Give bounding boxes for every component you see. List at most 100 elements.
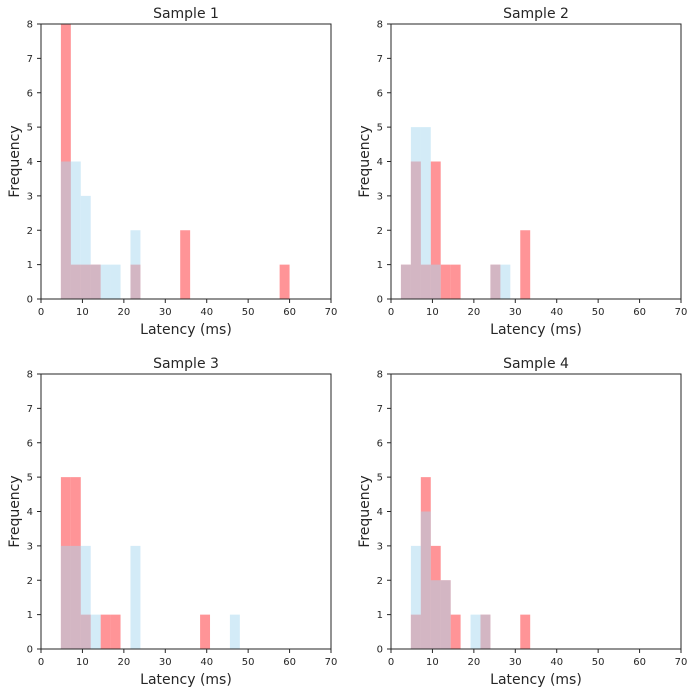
bar-blue-2 — [410, 127, 421, 300]
x-tick-label: 10 — [426, 307, 439, 318]
y-tick-label: 5 — [27, 123, 33, 134]
y-tick-label: 4 — [27, 157, 33, 168]
y-tick-label: 6 — [27, 438, 33, 449]
bar-blue-6 — [500, 264, 511, 300]
y-tick-label: 3 — [27, 191, 33, 202]
y-tick-label: 8 — [27, 370, 33, 381]
y-tick-label: 3 — [27, 541, 33, 552]
x-tick-label: 50 — [242, 307, 255, 318]
y-tick-label: 4 — [377, 157, 383, 168]
y-tick-label: 8 — [377, 20, 383, 31]
y-tick-label: 1 — [377, 610, 383, 621]
x-tick-label: 0 — [388, 657, 394, 668]
x-tick-label: 10 — [76, 307, 89, 318]
bar-blue-1 — [400, 264, 411, 300]
bar-blue-1 — [60, 545, 71, 650]
y-tick-label: 5 — [377, 473, 383, 484]
bar-blue-5 — [130, 545, 141, 650]
y-tick-label: 7 — [27, 404, 33, 415]
bar-blue-6 — [480, 614, 491, 650]
y-tick-label: 6 — [377, 438, 383, 449]
y-tick-label: 3 — [377, 191, 383, 202]
bar-red-6 — [180, 230, 191, 299]
x-tick-label: 20 — [467, 657, 480, 668]
subplot-title: Sample 2 — [503, 6, 569, 22]
y-tick-label: 0 — [377, 295, 383, 306]
bar-blue-5 — [490, 264, 501, 300]
x-tick-label: 0 — [38, 657, 44, 668]
bar-blue-3 — [420, 127, 431, 300]
bar-blue-2 — [70, 161, 81, 299]
y-axis-label: Frequency — [357, 475, 373, 547]
bar-blue-4 — [90, 264, 101, 300]
bar-blue-6 — [229, 614, 240, 650]
y-tick-label: 2 — [27, 576, 33, 587]
subplot-2: 0 10 20 30 40 50 60 70 0 1 2 3 4 5 6 7 8 Sample 2 Latency … — [357, 6, 687, 338]
bar-blue-3 — [80, 195, 91, 300]
bar-blue-3 — [430, 580, 441, 649]
x-tick-label: 10 — [76, 657, 89, 668]
y-tick-label: 8 — [377, 370, 383, 381]
x-tick-label: 10 — [426, 657, 439, 668]
subplot-1: 0 10 20 30 40 50 60 70 0 1 2 3 4 5 6 7 8 Sample 1 Latency … — [7, 6, 337, 338]
x-tick-label: 60 — [283, 307, 296, 318]
y-tick-label: 1 — [377, 260, 383, 271]
bar-blue-1 — [410, 545, 421, 650]
x-tick-label: 0 — [38, 307, 44, 318]
x-tick-label: 30 — [159, 307, 172, 318]
y-tick-label: 2 — [377, 576, 383, 587]
bar-red-6 — [200, 614, 211, 650]
x-axis-label: Latency (ms) — [490, 322, 582, 338]
y-tick-label: 7 — [377, 54, 383, 65]
y-tick-label: 8 — [27, 20, 33, 31]
y-tick-label: 2 — [27, 226, 33, 237]
bar-blue-3 — [80, 545, 91, 650]
subplot-title: Sample 1 — [153, 6, 219, 22]
y-tick-label: 7 — [27, 54, 33, 65]
bar-red-7 — [520, 614, 531, 650]
bar-red-5 — [450, 614, 461, 650]
x-axis-label: Latency (ms) — [490, 672, 582, 688]
bar-blue-5 — [100, 264, 111, 300]
y-tick-label: 2 — [377, 226, 383, 237]
y-tick-label: 4 — [377, 507, 383, 518]
x-tick-label: 70 — [325, 307, 338, 318]
x-tick-label: 40 — [550, 657, 563, 668]
x-tick-label: 0 — [388, 307, 394, 318]
bar-red-5 — [440, 264, 451, 300]
x-tick-label: 60 — [633, 307, 646, 318]
x-tick-label: 30 — [509, 307, 522, 318]
subplot-title: Sample 3 — [153, 356, 219, 372]
y-tick-label: 6 — [377, 88, 383, 99]
x-tick-label: 70 — [675, 657, 688, 668]
x-axis-label: Latency (ms) — [140, 322, 232, 338]
x-tick-label: 20 — [117, 307, 130, 318]
subplot-4: 0 10 20 30 40 50 60 70 0 1 2 3 4 5 6 7 8 Sample 4 Latency … — [357, 356, 687, 688]
x-tick-label: 40 — [200, 307, 213, 318]
x-tick-label: 50 — [242, 657, 255, 668]
x-tick-label: 40 — [550, 307, 563, 318]
x-tick-label: 20 — [117, 657, 130, 668]
y-tick-label: 4 — [27, 507, 33, 518]
bar-red-5 — [110, 614, 121, 650]
x-tick-label: 50 — [592, 307, 605, 318]
bar-red-6 — [450, 264, 461, 300]
y-tick-label: 7 — [377, 404, 383, 415]
y-tick-label: 3 — [377, 541, 383, 552]
bar-red-4 — [100, 614, 111, 650]
bar-blue-2 — [70, 545, 81, 650]
subplot-3: 0 10 20 30 40 50 60 70 0 1 2 3 4 5 6 7 8 Sample 3 Latency … — [7, 356, 337, 688]
y-axis-label: Frequency — [357, 125, 373, 197]
x-tick-label: 40 — [200, 657, 213, 668]
x-axis-label: Latency (ms) — [140, 672, 232, 688]
bar-blue-6 — [110, 264, 121, 300]
y-tick-label: 5 — [27, 473, 33, 484]
bar-blue-7 — [130, 230, 141, 299]
y-axis-label: Frequency — [7, 125, 23, 197]
y-tick-label: 0 — [377, 645, 383, 656]
x-tick-label: 30 — [159, 657, 172, 668]
bar-red-8 — [520, 230, 531, 299]
x-tick-label: 70 — [325, 657, 338, 668]
